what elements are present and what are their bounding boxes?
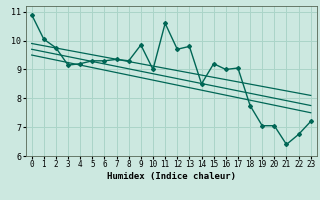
X-axis label: Humidex (Indice chaleur): Humidex (Indice chaleur) bbox=[107, 172, 236, 181]
